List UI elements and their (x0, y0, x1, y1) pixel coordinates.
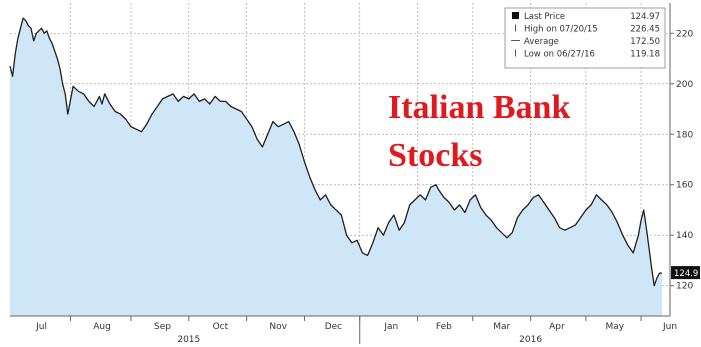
annotation-line-1: Italian Bank (388, 89, 570, 126)
x-axis: Jul Aug Sep Oct Nov Dec Jan Feb Mar Apr May Jun 2015… (35, 316, 677, 345)
x-tick-label: Nov (269, 322, 287, 332)
x-tick-label: Feb (436, 322, 452, 332)
last-value-label: 124.9 (674, 269, 698, 279)
y-tick-label: 120 (676, 282, 693, 292)
series-line (9, 17, 663, 287)
x-tick-label: Apr (549, 322, 565, 332)
legend-value: 124.97 (630, 12, 660, 22)
x-tick-label: Mar (493, 322, 510, 332)
price-area (10, 18, 663, 316)
chart-annotation: Italian Bank Stocks (388, 89, 579, 174)
legend-entries: Last Price 124.97 High on 07/20/15 226.45 Av… (511, 12, 660, 60)
annotation-line-2: Stocks (388, 137, 482, 174)
legend-value: 226.45 (630, 25, 660, 35)
legend-label: Low on 06/27/16 (524, 50, 595, 60)
last-value-marker: 124.9 (671, 266, 700, 280)
legend-box (504, 7, 666, 69)
year-label: 2015 (177, 335, 200, 345)
y-tick-label: 160 (676, 181, 693, 191)
legend-label: High on 07/20/15 (524, 25, 598, 35)
legend-marker (512, 12, 519, 19)
x-tick-label: Dec (325, 322, 342, 332)
y-tick-label: 180 (676, 130, 693, 140)
last-value-box (671, 266, 700, 280)
x-tick-label: Jul (35, 322, 47, 332)
legend-value: 119.18 (630, 50, 660, 60)
y-tick-label: 220 (676, 29, 693, 39)
y-tick-label: 140 (676, 231, 693, 241)
legend-value: 172.50 (630, 37, 660, 47)
x-tick-label: Sep (154, 322, 171, 332)
legend-label: Last Price (524, 12, 565, 22)
y-tick-label: 200 (676, 80, 693, 90)
x-tick-label: Aug (93, 322, 111, 332)
x-tick-label: Jan (383, 322, 398, 332)
y-axis: 120 140 160 180 200 220 (670, 29, 693, 292)
year-label: 2016 (519, 335, 542, 345)
legend-label: Average (524, 37, 559, 47)
x-tick-label: Jun (662, 322, 677, 332)
x-tick-label: May (605, 322, 624, 332)
legend: Last Price 124.97 High on 07/20/15 226.45 Av… (504, 7, 666, 69)
x-tick-label: Oct (213, 322, 229, 332)
